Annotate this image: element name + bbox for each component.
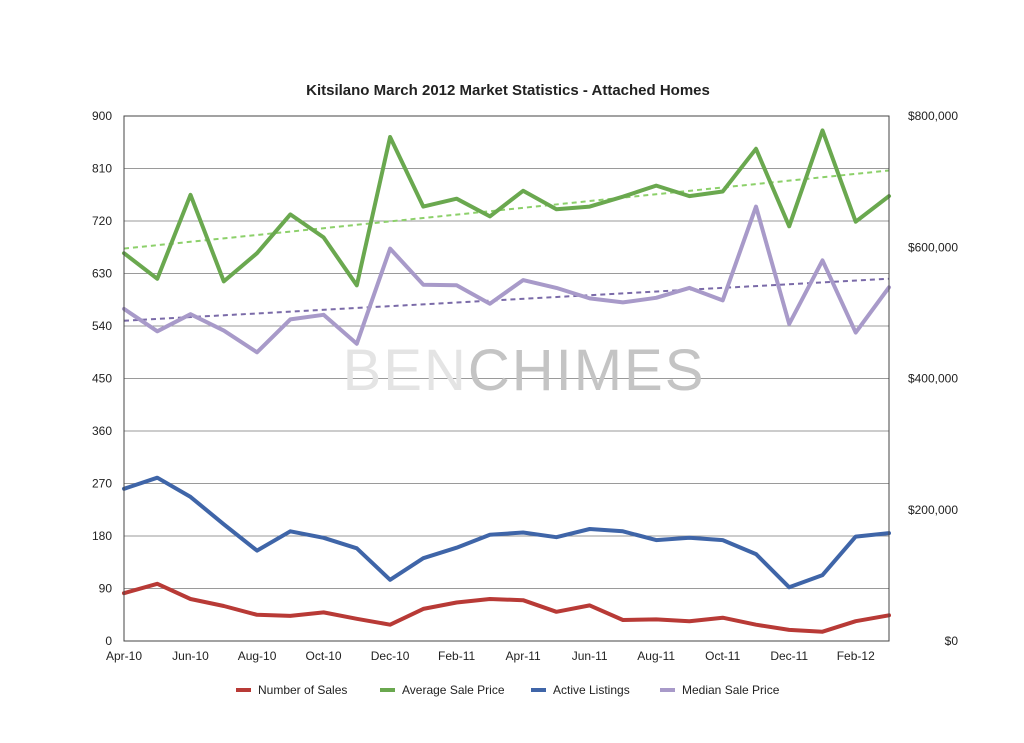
average-sale-price-legend-label: Average Sale Price <box>402 683 505 697</box>
chart-title: Kitsilano March 2012 Market Statistics -… <box>306 82 710 99</box>
x-tick-label: Feb-12 <box>837 649 875 663</box>
x-tick-label: Dec-11 <box>770 649 808 663</box>
y-right-tick-label: $800,000 <box>908 109 958 123</box>
plot-frame <box>123 115 890 642</box>
data-series <box>122 128 891 634</box>
y-left-tick-label: 270 <box>92 477 112 491</box>
average-sale-price-trendline <box>123 169 890 250</box>
y-left-tick-label: 180 <box>92 529 112 543</box>
y-left-tick-label: 810 <box>92 162 112 176</box>
x-tick-label: Feb-11 <box>438 649 475 663</box>
legend: Number of Sales Average Sale Price Active … <box>236 683 780 697</box>
y-right-tick-label: $600,000 <box>908 240 958 254</box>
y-right-tick-label: $0 <box>945 634 959 648</box>
watermark-ben: BEN <box>343 338 468 403</box>
watermark-chimes: CHIMES <box>468 338 706 403</box>
active-listings-line <box>122 475 891 590</box>
median-sale-price-line <box>122 204 891 355</box>
x-tick-label: Apr-10 <box>106 649 142 663</box>
x-tick-label: Oct-11 <box>705 649 740 663</box>
y-right-tick-label: $200,000 <box>908 503 958 517</box>
number-of-sales-legend-label: Number of Sales <box>258 683 347 697</box>
y-left-tick-label: 540 <box>92 319 112 333</box>
x-axis-ticks: Apr-10 Jun-10 Aug-10 Oct-10 Dec-10 Feb-11 Apr-… <box>106 649 875 663</box>
left-axis-ticks: 0 90 180 270 360 450 540 630 720 810 900 <box>92 109 112 648</box>
trendlines <box>123 169 890 322</box>
x-tick-label: Jun-11 <box>572 649 608 663</box>
x-tick-label: Aug-11 <box>637 649 675 663</box>
average-sale-price-line <box>122 128 891 288</box>
x-tick-label: Aug-10 <box>238 649 277 663</box>
y-left-tick-label: 720 <box>92 214 112 228</box>
number-of-sales-line <box>122 581 891 634</box>
median-sale-price-trendline <box>123 277 890 322</box>
y-left-tick-label: 900 <box>92 109 112 123</box>
y-left-tick-label: 630 <box>92 267 112 281</box>
y-left-tick-label: 90 <box>99 582 113 596</box>
y-left-tick-label: 360 <box>92 424 112 438</box>
x-tick-label: Oct-10 <box>306 649 342 663</box>
y-right-tick-label: $400,000 <box>908 372 958 386</box>
x-tick-label: Apr-11 <box>506 649 541 663</box>
watermark-text: BENCHIMES <box>343 338 706 403</box>
median-sale-price-legend-label: Median Sale Price <box>682 683 780 697</box>
y-left-tick-label: 0 <box>105 634 112 648</box>
x-tick-label: Dec-10 <box>371 649 410 663</box>
right-axis-ticks: $0 $200,000 $400,000 $600,000 $800,000 <box>908 109 958 648</box>
x-tick-label: Jun-10 <box>172 649 209 663</box>
active-listings-legend-label: Active Listings <box>553 683 630 697</box>
y-left-tick-label: 450 <box>92 372 112 386</box>
